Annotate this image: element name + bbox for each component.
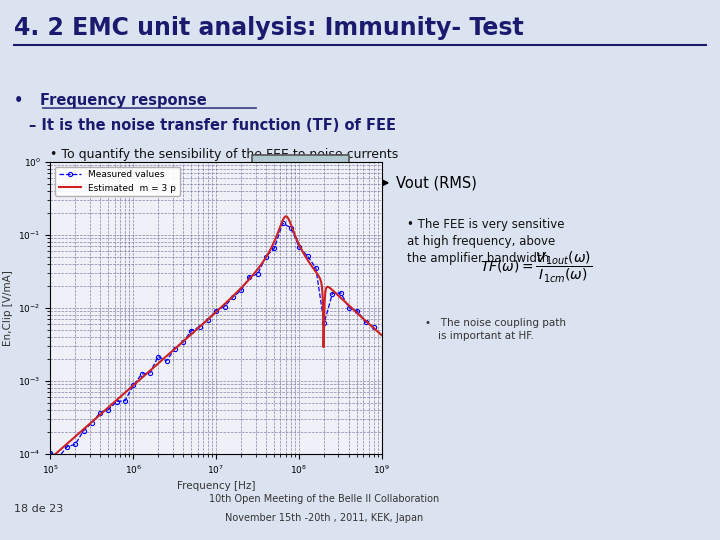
Line: Measured values: Measured values [48,221,376,460]
Estimated  m = 3 p [104,403,113,410]
Measured values [121,397,130,404]
Measured values [71,441,80,448]
Measured values [253,271,262,277]
Measured values [179,339,187,345]
Text: 18 de 23: 18 de 23 [14,503,63,514]
Text: •   The noise coupling path
    is important at HF.: • The noise coupling path is important a… [425,318,566,341]
Measured values [336,289,345,296]
Text: Icm: Icm [126,174,158,192]
Estimated  m = 3 p [267,244,276,251]
Measured values [154,353,163,360]
Y-axis label: En,Clip [V/mA]: En,Clip [V/mA] [3,270,13,346]
Measured values [162,357,171,364]
Estimated  m = 3 p [282,213,290,220]
Estimated  m = 3 p [46,455,55,462]
Estimated  m = 3 p [296,244,305,251]
Measured values [112,399,121,405]
Measured values [220,303,229,310]
Measured values [96,409,104,416]
Measured values [195,323,204,330]
Legend: Measured values, Estimated  m = 3 p: Measured values, Estimated m = 3 p [55,166,180,196]
Text: – It is the noise transfer function (TF) of FEE: – It is the noise transfer function (TF)… [29,118,396,133]
Measured values [287,225,295,231]
Measured values [138,371,146,377]
Estimated  m = 3 p [196,323,204,329]
Measured values [237,287,246,294]
Line: Estimated  m = 3 p: Estimated m = 3 p [50,217,382,458]
Text: External Noise
TF: External Noise TF [263,171,338,193]
Measured values [361,319,370,325]
Text: Vout (RMS): Vout (RMS) [396,176,477,191]
Measured values [279,220,287,226]
Measured values [145,369,154,376]
Estimated  m = 3 p [377,332,386,339]
Measured values [353,308,361,314]
Measured values [79,428,88,434]
Measured values [104,406,113,413]
Measured values [245,274,253,280]
X-axis label: Frequency [Hz]: Frequency [Hz] [176,481,256,491]
Measured values [88,420,96,426]
Measured values [46,449,55,456]
Measured values [63,443,71,450]
Measured values [270,245,279,252]
Text: • To quantify the sensibility of the FEE to noise currents: • To quantify the sensibility of the FEE… [50,147,399,160]
Text: • The FEE is very sensitive
at high frequency, above
the amplifier bandwidth: • The FEE is very sensitive at high freq… [407,218,564,265]
Measured values [129,382,138,389]
Measured values [55,454,63,461]
Measured values [295,244,304,251]
Estimated  m = 3 p [241,280,250,287]
Measured values [261,253,270,260]
Text: November 15th -20th , 2011, KEK, Japan: November 15th -20th , 2011, KEK, Japan [225,513,423,523]
Measured values [187,327,196,334]
Text: 4. 2 EMC unit analysis: Immunity- Test: 4. 2 EMC unit analysis: Immunity- Test [14,16,524,40]
Measured values [204,316,212,323]
Measured values [312,265,320,271]
Text: 10th Open Meeting of the Belle II Collaboration: 10th Open Meeting of the Belle II Collab… [209,494,439,504]
Measured values [345,305,354,311]
Measured values [212,307,220,314]
Measured values [171,346,179,352]
Text: •: • [14,93,34,109]
Text: $TF(\omega)=\dfrac{V_{1out}(\omega)}{I_{1cm}(\omega)}$: $TF(\omega)=\dfrac{V_{1out}(\omega)}{I_{… [480,249,593,285]
Measured values [228,294,237,300]
Measured values [369,324,378,330]
Measured values [320,320,328,327]
Estimated  m = 3 p [131,380,140,387]
Measured values [303,253,312,259]
Text: Frequency response: Frequency response [40,93,207,109]
FancyBboxPatch shape [252,156,349,208]
Measured values [328,291,337,297]
